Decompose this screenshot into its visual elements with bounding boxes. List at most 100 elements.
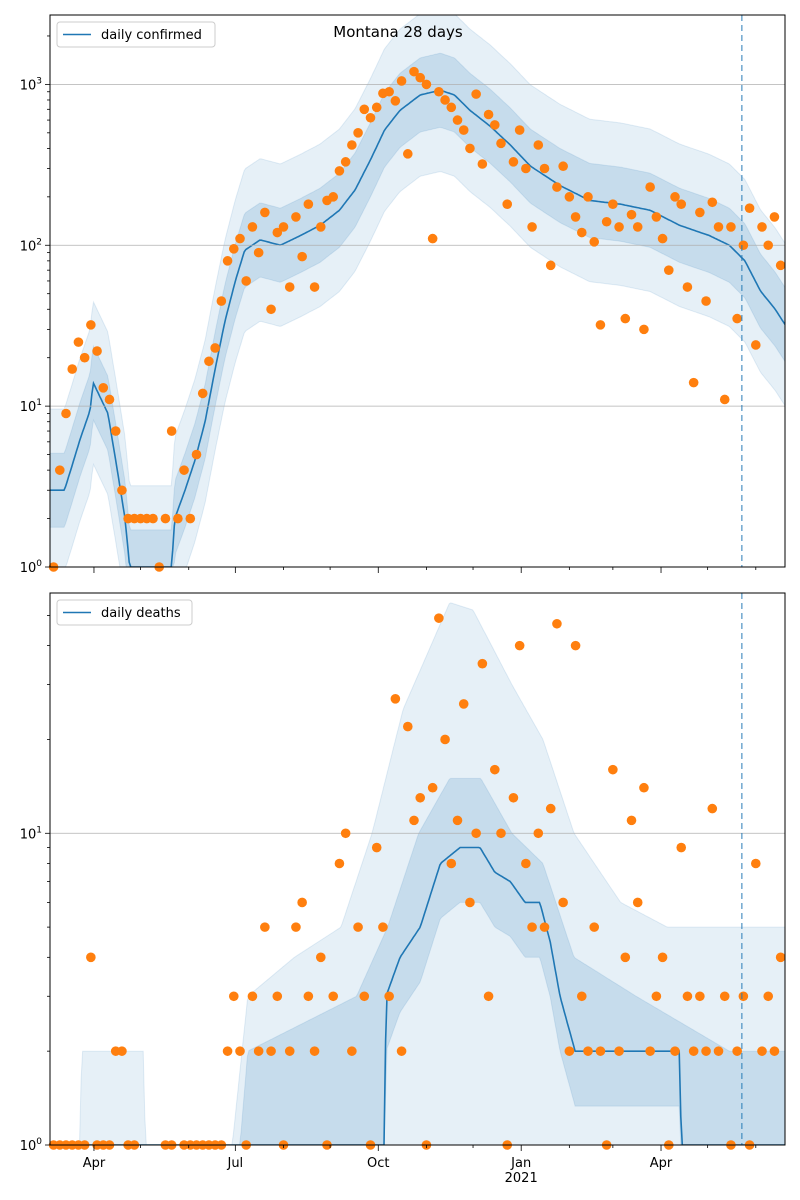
observed-point — [228, 244, 239, 254]
observed-point — [458, 699, 469, 709]
observed-point — [86, 320, 96, 330]
observed-point — [253, 247, 264, 258]
observed-point — [496, 138, 506, 149]
chart-title: Montana 28 days — [333, 23, 463, 41]
observed-point — [61, 408, 71, 419]
observed-point — [521, 858, 531, 869]
x-tick-label: Jul — [226, 1156, 243, 1171]
x-tick-label: Apr — [650, 1156, 673, 1171]
y-tick-label: 100 — [20, 559, 43, 576]
observed-point — [353, 922, 363, 932]
observed-point — [396, 76, 407, 86]
observed-point — [496, 828, 506, 839]
observed-point — [303, 199, 314, 209]
observed-point — [477, 658, 488, 669]
observed-point — [452, 815, 463, 826]
y-tick-label: 103 — [20, 76, 42, 93]
observed-point — [757, 1046, 767, 1056]
observed-point — [682, 282, 693, 292]
observed-point — [434, 613, 444, 623]
observed-point — [272, 991, 283, 1002]
observed-point — [315, 222, 326, 232]
observed-point — [440, 95, 450, 105]
observed-point — [309, 1046, 320, 1056]
observed-point — [688, 377, 699, 388]
observed-point — [117, 485, 127, 496]
observed-point — [359, 991, 370, 1002]
observed-point — [595, 320, 606, 330]
observed-point — [347, 140, 357, 150]
observed-point — [390, 694, 401, 704]
y-tick-exponent: 0 — [36, 559, 42, 569]
observed-point — [682, 991, 693, 1002]
observed-point — [695, 207, 705, 218]
observed-point — [216, 296, 227, 306]
median-line — [50, 846, 785, 1145]
observed-point — [440, 734, 450, 745]
observed-point — [589, 922, 600, 932]
observed-point — [632, 897, 643, 908]
observed-point — [247, 991, 258, 1002]
observed-point — [707, 803, 718, 814]
observed-point — [639, 324, 649, 335]
outer-uncertainty-band — [50, 602, 785, 1145]
observed-point — [477, 159, 488, 169]
observed-point — [539, 922, 550, 932]
observed-point — [527, 922, 537, 932]
observed-point — [732, 313, 742, 324]
observed-point — [521, 163, 531, 174]
observed-point — [508, 792, 519, 803]
observed-point — [769, 212, 780, 222]
axes-frame — [49, 14, 786, 568]
outer-uncertainty-band — [50, 15, 785, 567]
observed-point — [583, 192, 593, 202]
observed-point — [620, 313, 631, 324]
observed-point — [583, 1046, 593, 1056]
y-tick-label: 101 — [20, 825, 42, 842]
observed-point — [663, 265, 674, 275]
observed-point — [508, 157, 519, 167]
observed-point — [632, 222, 643, 232]
observed-point — [545, 803, 556, 814]
observed-point — [309, 282, 320, 292]
observed-point — [713, 1046, 724, 1056]
observed-point — [701, 1046, 711, 1056]
observed-point — [86, 952, 96, 963]
observed-point — [353, 128, 363, 138]
observed-point — [402, 149, 413, 159]
observed-point — [92, 346, 102, 356]
observed-point — [452, 115, 463, 125]
observed-point — [284, 282, 295, 292]
y-tick-exponent: 1 — [36, 825, 42, 835]
observed-point — [719, 394, 730, 405]
observed-point — [253, 1046, 264, 1056]
observed-point — [769, 1046, 780, 1056]
observed-point — [552, 618, 562, 629]
observed-point — [676, 199, 687, 209]
observed-point — [738, 991, 749, 1002]
observed-point — [527, 222, 537, 232]
legend-box — [56, 21, 216, 48]
observed-point — [328, 991, 339, 1002]
observed-point — [334, 166, 345, 176]
observed-point — [446, 102, 457, 113]
observed-point — [160, 513, 171, 524]
observed-point — [614, 1046, 624, 1056]
observed-point — [651, 212, 662, 222]
observed-point — [260, 922, 270, 932]
y-tick-base: 10 — [20, 1139, 37, 1154]
observed-point — [719, 991, 730, 1002]
observed-point — [347, 1046, 357, 1056]
observed-point — [552, 182, 562, 192]
observed-point — [241, 276, 252, 286]
observed-point — [483, 109, 494, 120]
observed-point — [365, 112, 376, 123]
observed-point — [570, 212, 581, 222]
observed-point — [676, 842, 687, 853]
observed-point — [614, 222, 624, 232]
observed-point — [415, 72, 426, 83]
y-tick-exponent: 2 — [36, 237, 42, 247]
